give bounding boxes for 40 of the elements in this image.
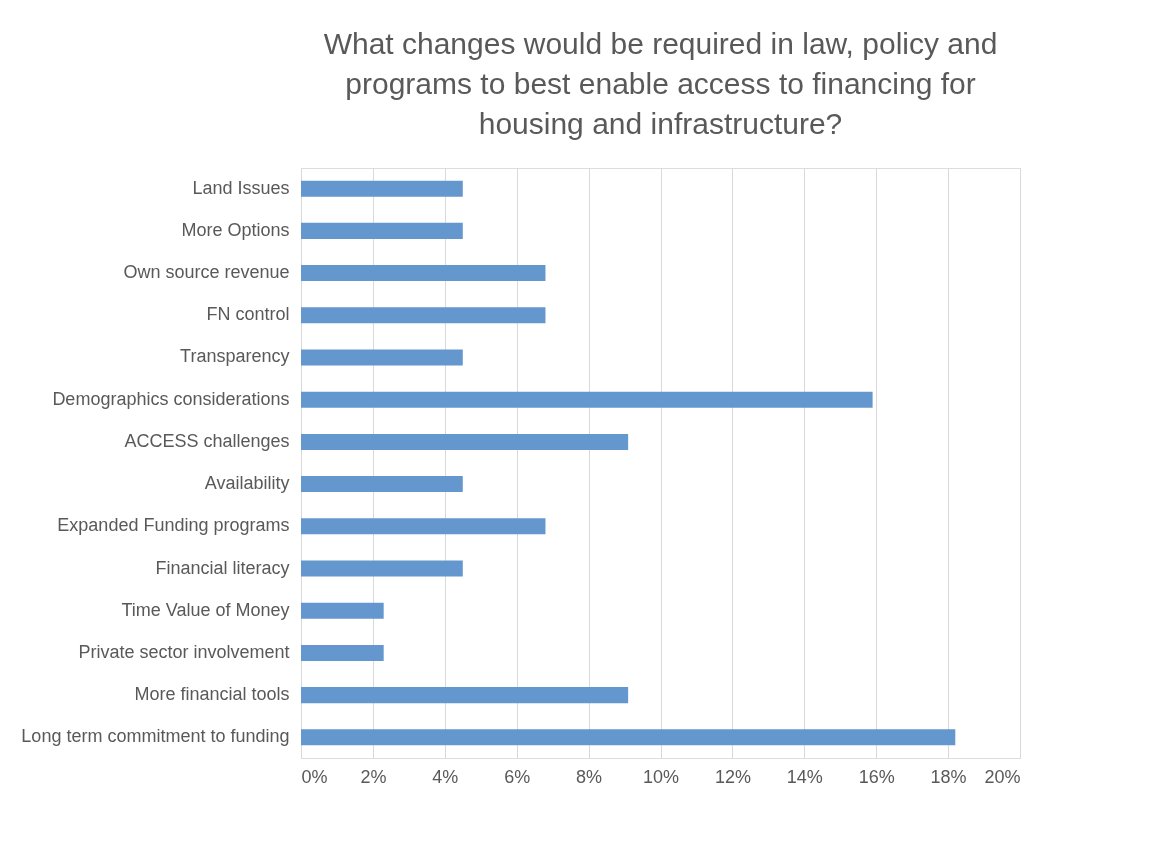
x-tick-label: 10% [642, 766, 680, 787]
bar [301, 518, 546, 535]
x-tick-label: 4% [432, 766, 459, 787]
y-tick-label: Expanded Funding programs [57, 515, 290, 536]
y-tick-label: Demographics considerations [52, 388, 290, 409]
y-tick-label: Long term commitment to funding [21, 726, 290, 747]
x-tick-label: 2% [360, 766, 387, 787]
y-tick-label: Availability [204, 473, 290, 494]
y-tick-label: Financial literacy [155, 557, 290, 578]
x-tick-label: 14% [786, 766, 823, 787]
bar [301, 602, 384, 619]
bar [301, 307, 546, 324]
bar [301, 644, 384, 661]
x-tick-label: 0% [301, 766, 328, 787]
y-tick-label: Private sector involvement [78, 641, 290, 662]
x-tick-label: 20% [984, 766, 1021, 787]
x-tick-label: 16% [858, 766, 895, 787]
bar [301, 180, 463, 197]
x-tick-label: 8% [576, 766, 603, 787]
x-tick-label: 18% [930, 766, 967, 787]
bar [301, 222, 463, 239]
bar [301, 687, 629, 704]
chart-title: What changes would be required in law, policy and programs to best enable access to financing for housing and infrastructure? [323, 27, 998, 140]
x-tick-label: 6% [504, 766, 531, 787]
y-tick-label: More financial tools [134, 684, 290, 705]
bar [301, 433, 629, 450]
y-tick-label: Own source revenue [123, 262, 290, 283]
bar [301, 349, 463, 366]
y-tick-label: Transparency [180, 346, 290, 367]
bar [301, 729, 956, 746]
bar [301, 265, 546, 282]
y-tick-label: FN control [206, 304, 290, 325]
bar [301, 391, 873, 408]
y-tick-label: ACCESS challenges [124, 430, 290, 451]
y-tick-label: Land Issues [192, 177, 290, 198]
y-tick-label: Time Value of Money [121, 599, 290, 620]
x-tick-label: 12% [714, 766, 751, 787]
bar [301, 560, 463, 577]
y-tick-label: More Options [181, 219, 290, 240]
bar [301, 476, 463, 493]
